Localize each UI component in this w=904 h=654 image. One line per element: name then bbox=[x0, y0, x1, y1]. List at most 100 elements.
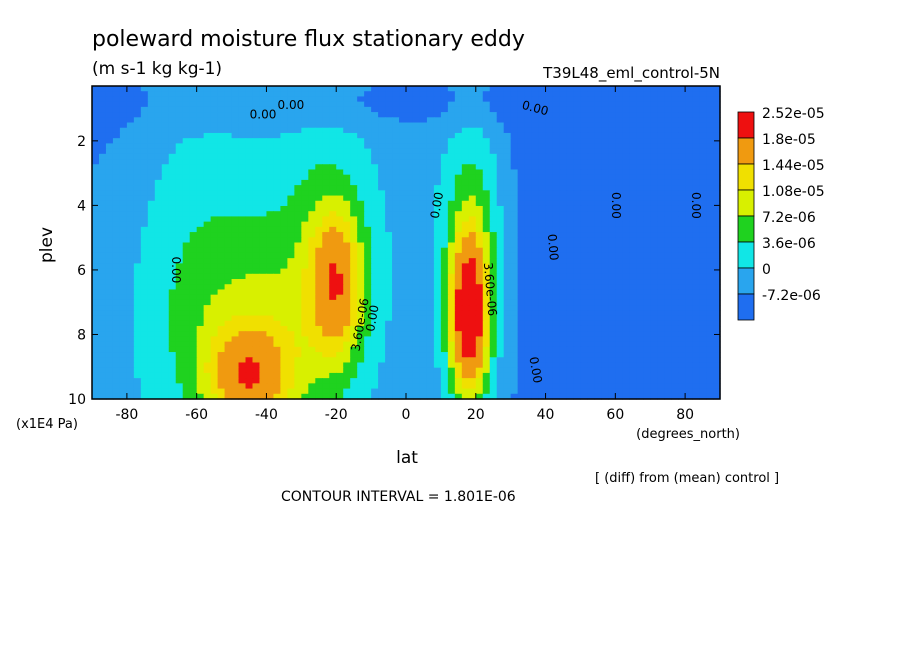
heatmap-cell bbox=[287, 117, 295, 124]
heatmap-cell bbox=[643, 237, 651, 244]
heatmap-cell bbox=[119, 242, 128, 249]
heatmap-cell bbox=[475, 174, 484, 181]
heatmap-cell bbox=[210, 252, 219, 259]
heatmap-cell bbox=[378, 122, 386, 129]
heatmap-cell bbox=[629, 205, 637, 212]
heatmap-cell bbox=[517, 112, 526, 118]
heatmap-cell bbox=[175, 237, 184, 244]
heatmap-cell bbox=[189, 242, 198, 249]
heatmap-cell bbox=[112, 185, 121, 191]
heatmap-cell bbox=[524, 247, 533, 254]
heatmap-cell bbox=[461, 289, 470, 296]
heatmap-cell bbox=[210, 159, 219, 165]
heatmap-cell bbox=[531, 352, 540, 358]
heatmap-cell bbox=[154, 96, 163, 103]
heatmap-cell bbox=[273, 362, 281, 369]
heatmap-cell bbox=[678, 106, 686, 113]
heatmap-cell bbox=[482, 346, 491, 353]
heatmap-cell bbox=[273, 86, 281, 92]
heatmap-cell bbox=[259, 268, 268, 275]
heatmap-cell bbox=[419, 221, 428, 228]
heatmap-cell bbox=[510, 164, 519, 171]
heatmap-cell bbox=[329, 101, 337, 108]
heatmap-cell bbox=[664, 174, 672, 181]
heatmap-cell bbox=[329, 273, 337, 280]
heatmap-cell bbox=[713, 315, 721, 322]
heatmap-cell bbox=[692, 174, 700, 181]
heatmap-cell bbox=[294, 284, 302, 291]
heatmap-cell bbox=[587, 148, 595, 155]
heatmap-cell bbox=[482, 325, 491, 332]
heatmap-cell bbox=[294, 237, 302, 244]
heatmap-cell bbox=[154, 367, 163, 374]
heatmap-cell bbox=[196, 148, 205, 155]
heatmap-cell bbox=[489, 205, 498, 212]
heatmap-cell bbox=[503, 143, 512, 150]
heatmap-cell bbox=[119, 352, 128, 358]
heatmap-cell bbox=[224, 315, 233, 322]
heatmap-cell bbox=[280, 289, 288, 296]
heatmap-cell bbox=[580, 138, 589, 144]
heatmap-cell bbox=[301, 117, 309, 124]
heatmap-cell bbox=[454, 362, 463, 369]
heatmap-cell bbox=[496, 279, 505, 285]
heatmap-cell bbox=[364, 273, 372, 280]
heatmap-cell bbox=[315, 91, 323, 98]
heatmap-cell bbox=[657, 200, 665, 207]
heatmap-cell bbox=[175, 122, 184, 129]
heatmap-cell bbox=[671, 190, 679, 197]
heatmap-cell bbox=[399, 331, 407, 337]
heatmap-cell bbox=[245, 263, 254, 270]
heatmap-cell bbox=[692, 268, 700, 275]
heatmap-cell bbox=[503, 164, 512, 171]
heatmap-cell bbox=[566, 320, 575, 327]
heatmap-cell bbox=[566, 164, 575, 171]
heatmap-cell bbox=[357, 185, 365, 191]
heatmap-cell bbox=[224, 148, 233, 155]
heatmap-cell bbox=[294, 138, 302, 144]
heatmap-cell bbox=[308, 279, 316, 285]
heatmap-cell bbox=[566, 86, 575, 92]
heatmap-cell bbox=[252, 367, 261, 374]
heatmap-cell bbox=[105, 237, 114, 244]
heatmap-cell bbox=[573, 200, 582, 207]
heatmap-cell bbox=[315, 367, 323, 374]
heatmap-cell bbox=[580, 346, 589, 353]
heatmap-cell bbox=[266, 362, 275, 369]
heatmap-cell bbox=[447, 122, 456, 129]
heatmap-cell bbox=[573, 232, 582, 238]
heatmap-cell bbox=[147, 216, 156, 223]
heatmap-cell bbox=[461, 195, 470, 202]
heatmap-cell bbox=[147, 179, 156, 186]
heatmap-cell bbox=[364, 310, 372, 317]
heatmap-cell bbox=[664, 190, 672, 197]
heatmap-cell bbox=[224, 284, 233, 291]
heatmap-cell bbox=[601, 315, 609, 322]
heatmap-cell bbox=[147, 315, 156, 322]
heatmap-cell bbox=[245, 112, 254, 118]
heatmap-cell bbox=[357, 325, 365, 332]
heatmap-cell bbox=[461, 237, 470, 244]
heatmap-cell bbox=[161, 190, 170, 197]
heatmap-cell bbox=[378, 372, 386, 379]
heatmap-cell bbox=[371, 112, 379, 118]
heatmap-cell bbox=[489, 305, 498, 311]
heatmap-cell bbox=[615, 132, 623, 139]
heatmap-cell bbox=[399, 221, 407, 228]
heatmap-cell bbox=[231, 195, 240, 202]
heatmap-cell bbox=[699, 132, 707, 139]
heatmap-cell bbox=[412, 320, 421, 327]
heatmap-cell bbox=[322, 372, 330, 379]
heatmap-cell bbox=[433, 305, 442, 311]
heatmap-cell bbox=[559, 341, 568, 348]
heatmap-cell bbox=[203, 320, 212, 327]
heatmap-cell bbox=[189, 252, 198, 259]
heatmap-cell bbox=[378, 279, 386, 285]
heatmap-cell bbox=[273, 284, 281, 291]
heatmap-cell bbox=[371, 164, 379, 171]
heatmap-cell bbox=[182, 164, 191, 171]
heatmap-cell bbox=[245, 190, 254, 197]
heatmap-cell bbox=[608, 96, 616, 103]
heatmap-cell bbox=[636, 242, 644, 249]
heatmap-cell bbox=[92, 372, 100, 379]
